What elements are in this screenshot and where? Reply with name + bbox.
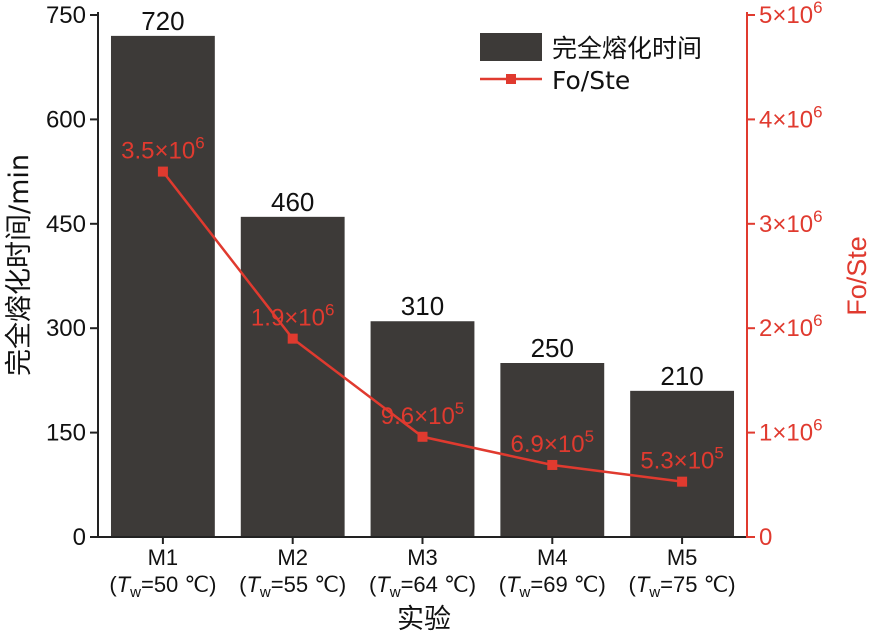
fo-ste-value-label: 5.3×105 (640, 444, 724, 475)
category-label: M5 (667, 545, 698, 570)
y-axis-right-title: Fo/Ste (842, 236, 872, 316)
category-sublabel: (Tw=55 ℃) (239, 572, 346, 601)
legend-line-marker (506, 74, 516, 84)
y-right-tick-label: 3×106 (759, 207, 823, 238)
bars-group (110, 35, 735, 537)
category-label: M1 (148, 545, 179, 570)
legend-bar-swatch (480, 33, 542, 61)
y-right-tick-label: 0 (759, 524, 772, 551)
category-sublabel: (Tw=50 ℃) (109, 572, 216, 601)
category-labels: M1(Tw=50 ℃) M2(Tw=55 ℃) M3(Tw=64 ℃) M4(Tw=6… (109, 537, 736, 601)
bar-value-label: 250 (531, 333, 574, 363)
y-right-tick-label: 5×106 (759, 0, 823, 29)
bar-m4 (500, 363, 605, 537)
y-tick-label: 450 (46, 211, 86, 238)
y-tick-label: 0 (73, 524, 86, 551)
fo-ste-point (287, 333, 298, 344)
bar-value-label: 310 (401, 291, 444, 321)
fo-ste-value-label: 9.6×105 (381, 399, 465, 430)
fo-ste-value-label: 3.5×106 (121, 134, 205, 165)
y-right-tick-label: 4×106 (759, 102, 823, 133)
right-axis-ticks: 0 1×106 2×106 3×106 4×106 5×106 (747, 0, 823, 551)
bar-m2 (240, 216, 345, 537)
category-sublabel: (Tw=75 ℃) (629, 572, 736, 601)
fo-ste-value-label: 6.9×105 (511, 427, 595, 458)
category-label: M3 (407, 545, 438, 570)
category-label: M4 (537, 545, 568, 570)
line-series-group (157, 166, 688, 487)
y-tick-label: 300 (46, 315, 86, 342)
fo-ste-value-label: 1.9×106 (251, 301, 335, 332)
left-axis-ticks: 0 150 300 450 600 750 (46, 2, 98, 551)
y-right-tick-label: 2×106 (759, 311, 823, 342)
legend-bar-label: 完全熔化时间 (552, 34, 702, 63)
category-sublabel: (Tw=69 ℃) (499, 572, 606, 601)
bar-value-label: 720 (141, 6, 184, 36)
legend: 完全熔化时间 Fo/Ste (480, 33, 702, 95)
category-label: M2 (277, 545, 308, 570)
y-tick-label: 150 (46, 420, 86, 447)
line-labels-group: 3.5×106 1.9×106 9.6×105 6.9×105 5.3×105 (121, 134, 724, 475)
category-sublabel: (Tw=64 ℃) (369, 572, 476, 601)
bar-labels-group: 720 460 310 250 210 (141, 6, 704, 391)
y-right-tick-label: 1×106 (759, 416, 823, 447)
bar-m1 (110, 35, 215, 537)
fo-ste-point (677, 476, 688, 487)
x-axis-title: 实验 (397, 604, 451, 635)
y-tick-label: 750 (46, 2, 86, 29)
y-axis-title: 完全熔化时间/min (4, 154, 35, 376)
y-tick-label: 600 (46, 106, 86, 133)
bar-value-label: 460 (271, 187, 314, 217)
fo-ste-point (417, 431, 428, 442)
legend-line-label: Fo/Ste (552, 66, 630, 95)
bar-value-label: 210 (660, 361, 703, 391)
fo-ste-point (547, 459, 558, 470)
bar-m3 (370, 321, 475, 537)
bar-m5 (630, 390, 735, 537)
fo-ste-point (157, 166, 168, 177)
